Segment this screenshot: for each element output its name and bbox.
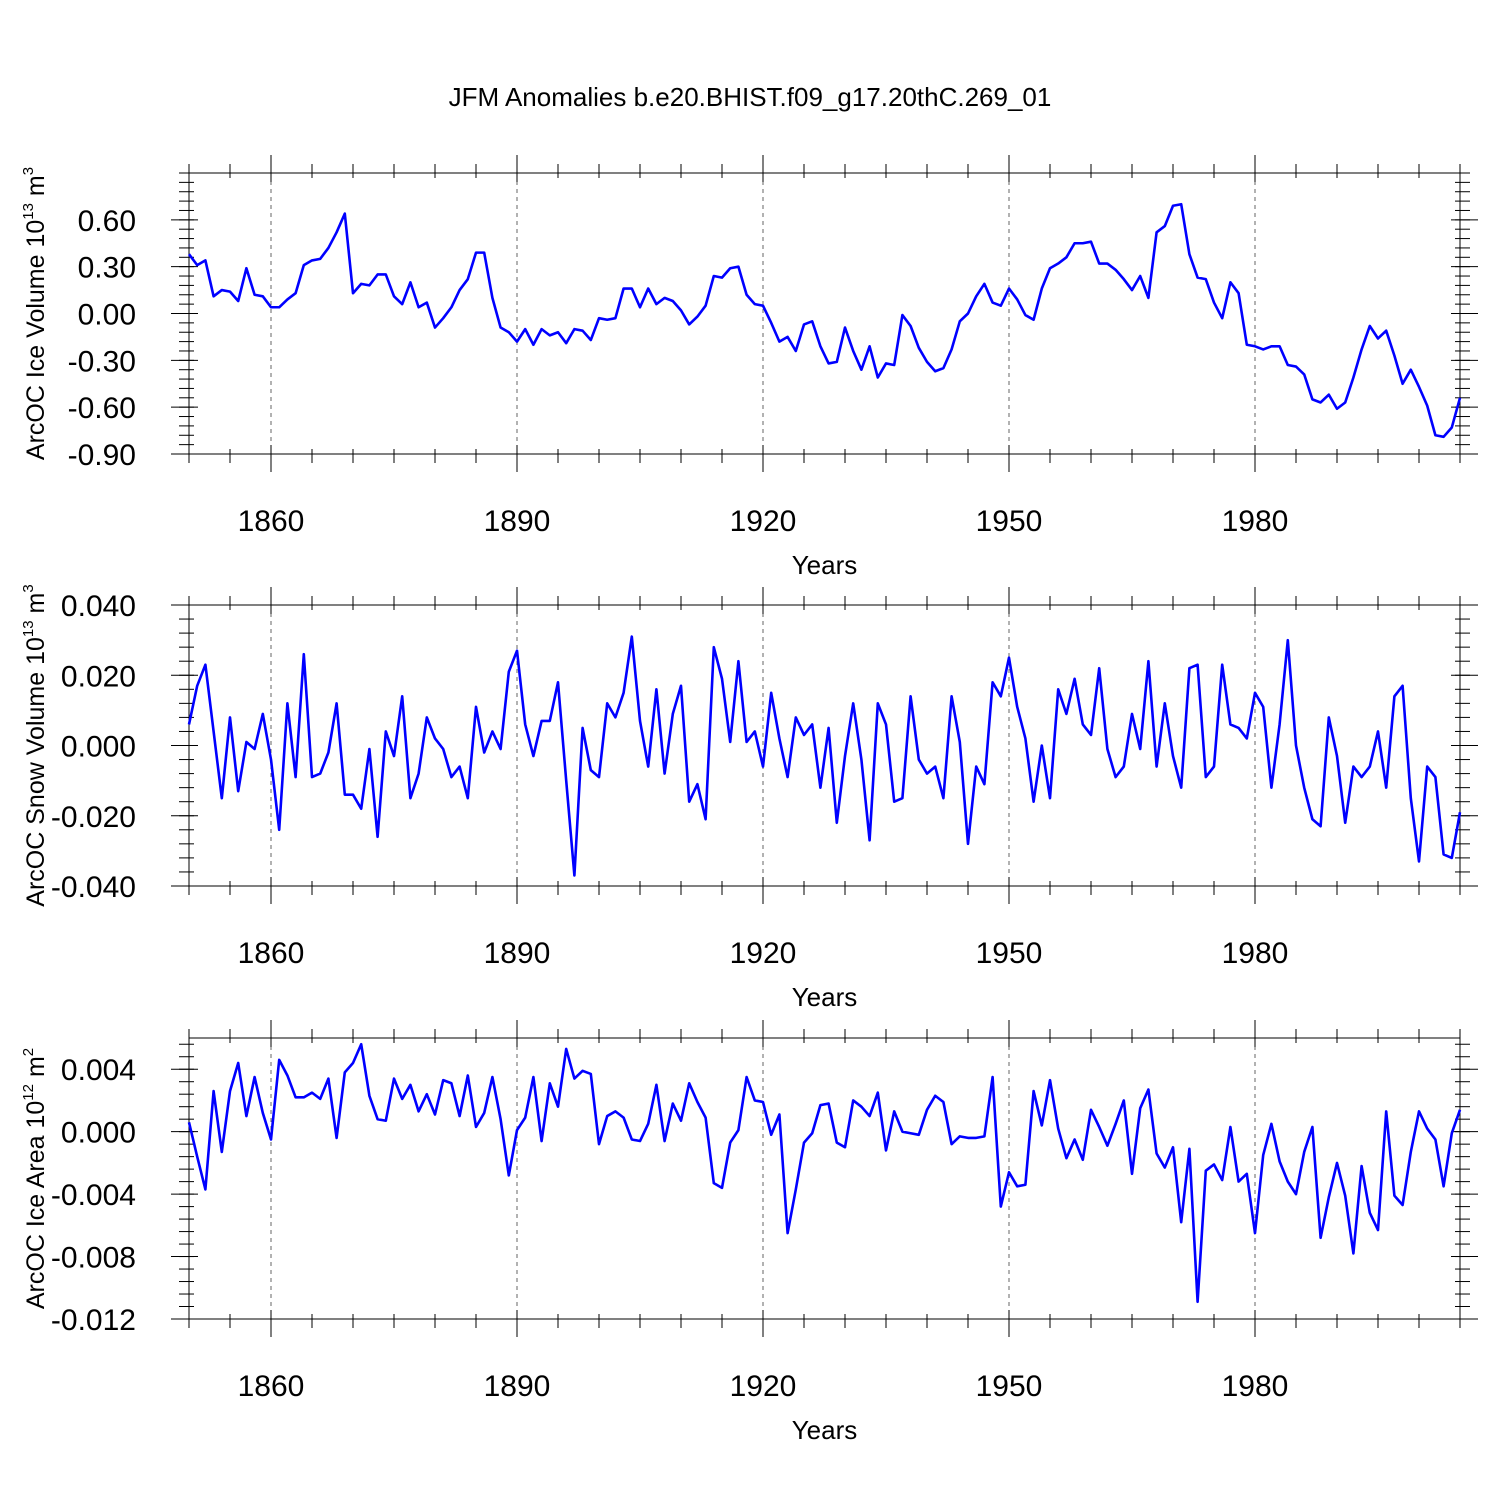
plot-frame xyxy=(188,1037,1461,1320)
y-tick-label: 0.020 xyxy=(61,660,136,693)
y-axis-label-exponent: 13 xyxy=(20,203,37,220)
x-tick-label: 1860 xyxy=(238,1370,305,1403)
panel-3: 1860 1890 1920 1950 1980 Years 0.004 0.000 -0.00… xyxy=(20,1020,1478,1445)
panel-2: 1860 1890 1920 1950 1980 Years 0.040 0.020 0.000… xyxy=(20,584,1478,1012)
y-axis-label-exponent: 13 xyxy=(20,620,37,637)
series-line xyxy=(187,1042,1462,1304)
series-line xyxy=(187,202,1462,439)
x-tick-label: 1950 xyxy=(976,505,1043,538)
y-axis-label: ArcOC Ice Area 1012 m2 xyxy=(20,1048,50,1309)
y-axis-label-unit: m xyxy=(22,1056,50,1084)
y-tick-label: -0.012 xyxy=(51,1304,136,1337)
x-axis-label: Years xyxy=(792,550,858,580)
x-tick-label: 1860 xyxy=(238,505,305,538)
y-axis-label-exponent: 12 xyxy=(20,1084,37,1101)
y-axis-label-unit: m xyxy=(22,593,50,621)
y-axis-label-unit: m xyxy=(22,175,50,203)
y-axis-label-unit-exponent: 3 xyxy=(20,167,37,175)
panel-1: 1860 1890 1920 1950 1980 Years 0.60 0.30 0.00 -0.… xyxy=(20,155,1478,580)
y-axis-label-main: ArcOC Ice Area 10 xyxy=(22,1101,50,1309)
plot-frame xyxy=(188,172,1461,455)
y-tick-label: -0.040 xyxy=(51,871,136,904)
x-tick-label: 1950 xyxy=(976,937,1043,970)
x-tick-label: 1980 xyxy=(1222,505,1289,538)
y-tick-label: -0.90 xyxy=(68,439,136,472)
x-tick-label: 1980 xyxy=(1222,937,1289,970)
y-axis-label-unit-exponent: 3 xyxy=(20,584,37,592)
y-axis-label-unit-exponent: 2 xyxy=(20,1048,37,1056)
y-tick-label: 0.040 xyxy=(61,590,136,623)
x-tick-label: 1920 xyxy=(730,1370,797,1403)
x-tick-label: 1890 xyxy=(484,1370,551,1403)
y-tick-label: 0.000 xyxy=(61,1117,136,1150)
y-tick-label: -0.30 xyxy=(68,345,136,378)
x-tick-label: 1950 xyxy=(976,1370,1043,1403)
y-axis-label: ArcOC Snow Volume 1013 m3 xyxy=(20,584,50,906)
x-tick-label: 1860 xyxy=(238,937,305,970)
y-tick-label: 0.004 xyxy=(61,1054,136,1087)
chart-title: JFM Anomalies b.e20.BHIST.f09_g17.20thC.… xyxy=(449,82,1052,112)
x-axis-label: Years xyxy=(792,1415,858,1445)
y-tick-label: -0.020 xyxy=(51,801,136,834)
x-tick-label: 1980 xyxy=(1222,1370,1289,1403)
y-axis-label-main: ArcOC Ice Volume 10 xyxy=(22,220,50,460)
x-tick-label: 1890 xyxy=(484,937,551,970)
x-axis-label: Years xyxy=(792,982,858,1012)
y-axis-label: ArcOC Ice Volume 1013 m3 xyxy=(20,167,50,460)
y-tick-label: 0.00 xyxy=(78,299,136,332)
x-tick-label: 1920 xyxy=(730,505,797,538)
y-tick-label: -0.60 xyxy=(68,392,136,425)
panels-group: 1860 1890 1920 1950 1980 Years 0.60 0.30 0.00 -0.… xyxy=(20,155,1478,1445)
y-tick-label: -0.004 xyxy=(51,1179,136,1212)
plot-frame xyxy=(188,604,1461,887)
x-tick-label: 1920 xyxy=(730,937,797,970)
y-axis-label-main: ArcOC Snow Volume 10 xyxy=(22,637,50,907)
y-tick-label: 0.30 xyxy=(78,252,136,285)
series-line xyxy=(187,635,1462,877)
y-tick-label: -0.008 xyxy=(51,1242,136,1275)
y-tick-label: 0.60 xyxy=(78,205,136,238)
x-tick-label: 1890 xyxy=(484,505,551,538)
y-tick-label: 0.000 xyxy=(61,731,136,764)
